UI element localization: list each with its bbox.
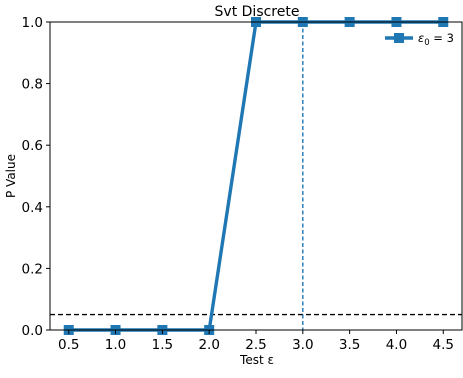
y-axis-label: P Value — [4, 154, 18, 198]
y-tick-label: 1.0 — [22, 15, 43, 31]
x-tick-label: 1.5 — [152, 337, 173, 353]
x-tick-label: 1.0 — [105, 337, 126, 353]
x-axis-label: Test ε — [239, 353, 274, 367]
plot-frame — [50, 22, 462, 330]
x-tick-label: 4.5 — [433, 337, 454, 353]
x-tick-label: 0.5 — [58, 337, 79, 353]
x-tick-label: 2.0 — [198, 337, 219, 353]
y-tick-label: 0.0 — [22, 323, 43, 339]
x-tick-label: 3.5 — [339, 337, 360, 353]
y-tick-label: 0.8 — [22, 77, 43, 93]
y-tick-label: 0.4 — [22, 200, 43, 216]
x-tick-label: 3.0 — [292, 337, 313, 353]
series-line — [69, 22, 444, 330]
x-tick-label: 4.0 — [386, 337, 407, 353]
legend-label: ε0 = 3 — [418, 31, 454, 48]
legend-marker-swatch — [394, 33, 404, 43]
legend: ε0 = 3 — [385, 31, 454, 48]
y-tick-label: 0.6 — [22, 138, 43, 154]
x-tick-label: 2.5 — [245, 337, 266, 353]
y-tick-label: 0.2 — [22, 261, 43, 277]
